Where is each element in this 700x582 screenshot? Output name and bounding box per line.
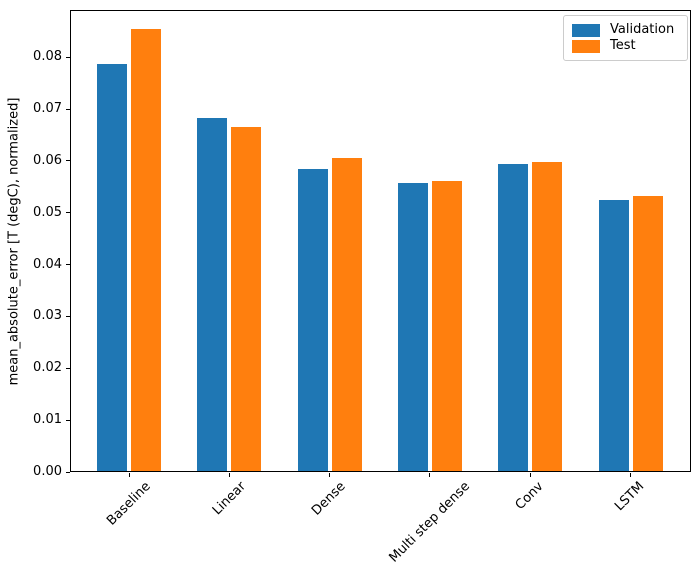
y-tick-label: 0.02 [33, 360, 62, 376]
legend-label-test: Test [610, 38, 636, 53]
x-tick-label-linear: Linear [209, 479, 249, 519]
bar-test-lstm [632, 195, 663, 471]
y-tick-mark [66, 108, 70, 110]
bar-validation-linear [197, 117, 228, 471]
y-tick-label: 0.05 [33, 204, 62, 220]
y-tick-label: 0.06 [33, 152, 62, 168]
y-tick-label: 0.07 [33, 101, 62, 117]
y-tick-mark [66, 471, 70, 473]
bar-validation-dense [297, 169, 328, 471]
legend-entry-test: Test [572, 38, 679, 54]
legend: Validation Test [563, 15, 688, 61]
x-tick-mark [228, 473, 230, 477]
y-tick-label: 0.01 [33, 412, 62, 428]
legend-swatch-test [572, 39, 600, 53]
y-tick-mark [66, 367, 70, 369]
bar-test-multi-step-dense [431, 180, 462, 471]
y-tick-label: 0.08 [33, 49, 62, 65]
y-tick-label: 0.04 [33, 256, 62, 272]
plot-area [70, 10, 691, 472]
bar-test-dense [331, 158, 362, 471]
y-tick-mark [66, 160, 70, 162]
x-tick-mark [529, 473, 531, 477]
y-tick-mark [66, 212, 70, 214]
bar-validation-lstm [598, 200, 629, 471]
x-tick-label-dense: Dense [309, 479, 350, 519]
bar-test-linear [231, 127, 262, 471]
bar-test-conv [532, 162, 563, 471]
bar-validation-conv [498, 163, 529, 471]
x-tick-mark [630, 473, 631, 477]
legend-swatch-validation [572, 23, 600, 37]
y-tick-label: 0.00 [33, 464, 62, 479]
legend-entry-validation: Validation [572, 22, 679, 38]
x-tick-label-conv: Conv [512, 479, 547, 513]
y-tick-label: 0.03 [33, 308, 62, 324]
y-tick-mark [66, 315, 70, 317]
y-axis-label-wrap: mean_absolute_error [T (degC), normalize… [0, 10, 28, 472]
x-tick-mark [128, 473, 130, 477]
bar-test-baseline [131, 29, 161, 471]
y-tick-mark [66, 264, 70, 266]
y-tick-mark [66, 56, 70, 58]
x-tick-label-lstm: LSTM [612, 479, 648, 515]
y-axis-label: mean_absolute_error [T (degC), normalize… [6, 97, 22, 385]
bar-validation-multi-step-dense [397, 182, 428, 471]
x-tick-mark [429, 473, 431, 477]
x-tick-label-multi-step-dense: Multi step dense [386, 479, 474, 566]
x-tick-label-baseline: Baseline [103, 479, 154, 529]
legend-label-validation: Validation [610, 22, 675, 37]
x-tick-mark [329, 473, 331, 477]
y-tick-mark [66, 419, 70, 421]
bar-validation-baseline [97, 63, 127, 471]
